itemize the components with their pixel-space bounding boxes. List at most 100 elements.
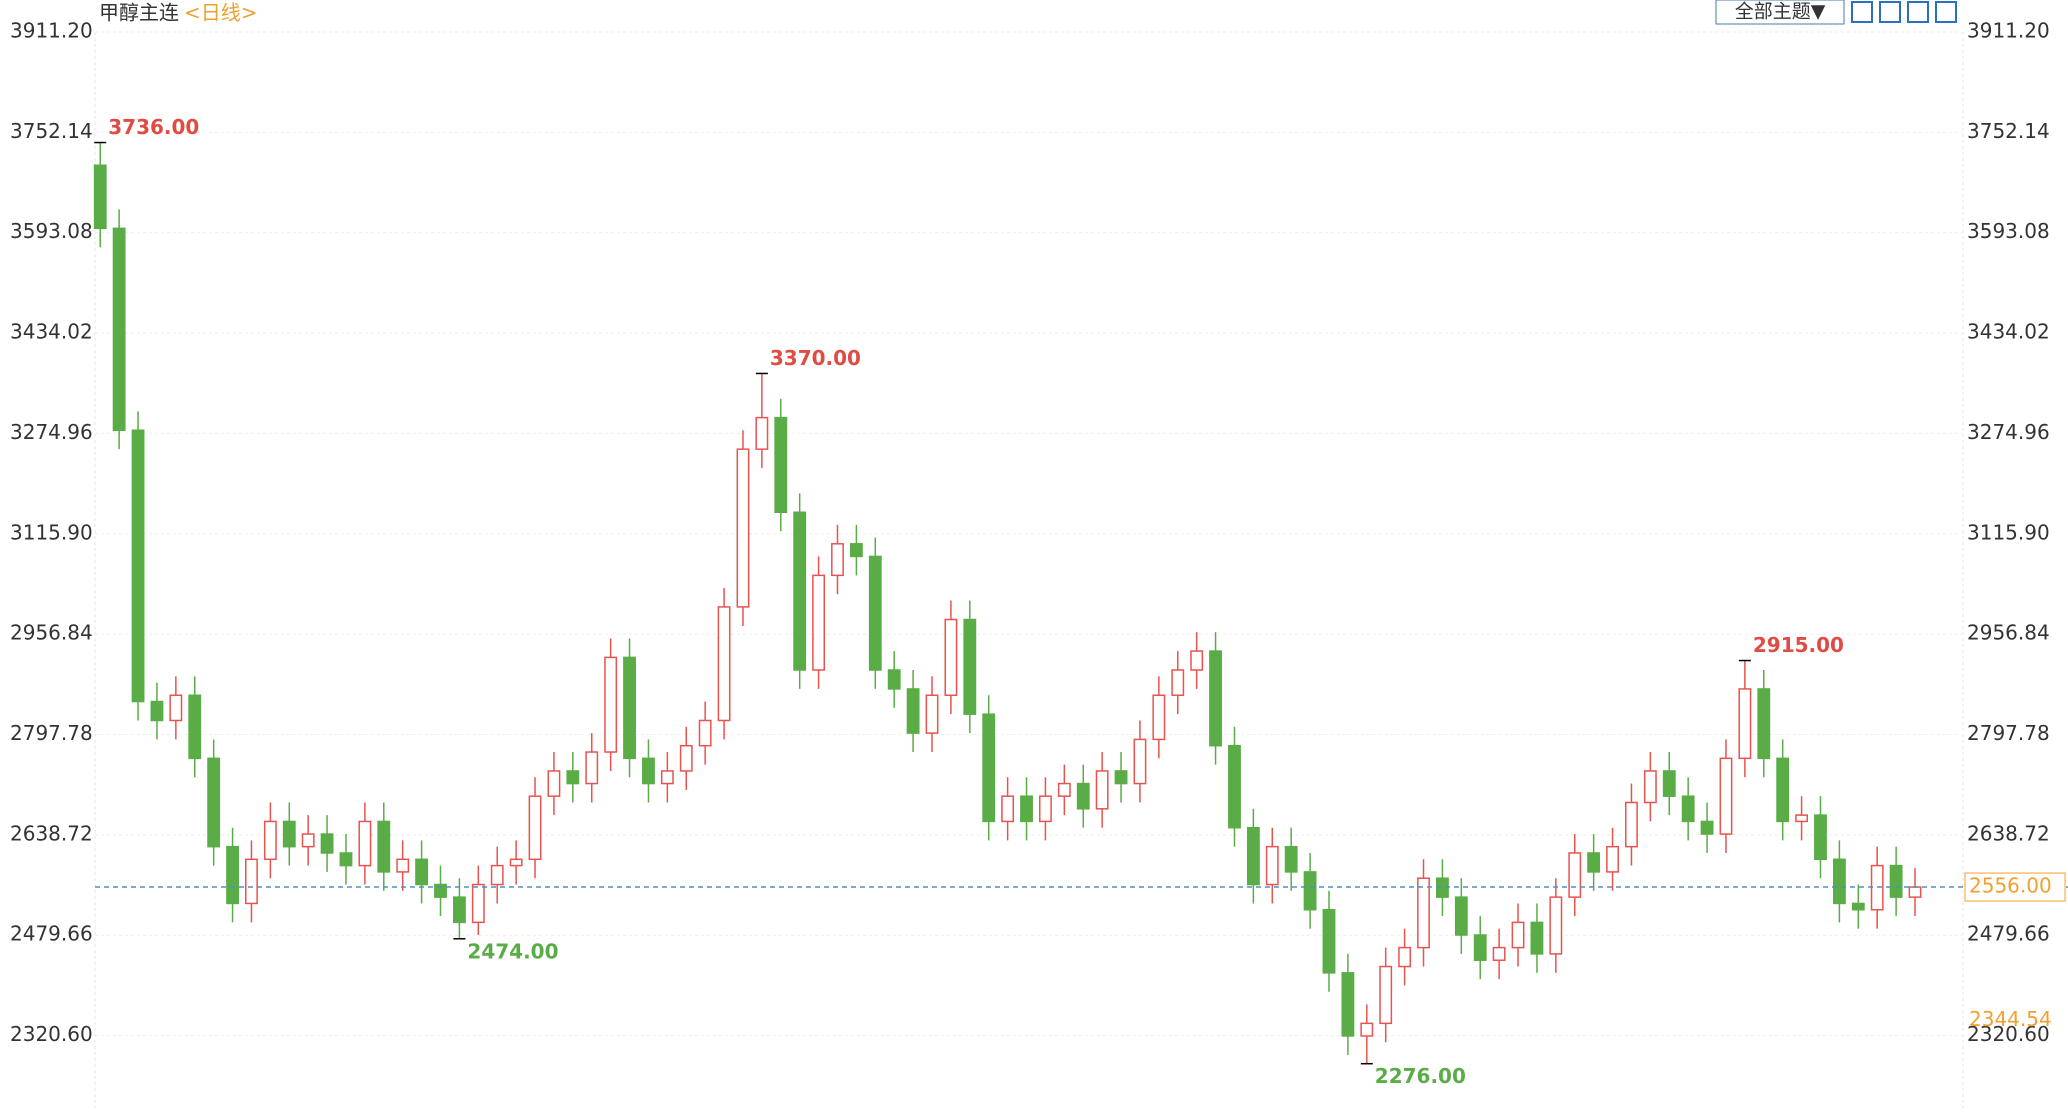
y-tick-label-right: 2797.78	[1967, 721, 2050, 745]
candle-body	[1795, 814, 1809, 823]
y-tick-label-right: 3434.02	[1967, 320, 2050, 344]
candle-body	[566, 770, 580, 785]
last-price-label: 2556.00	[1969, 874, 2052, 898]
y-tick-label-left: 2797.78	[10, 721, 93, 745]
period-label[interactable]: <日线>	[184, 1, 258, 25]
candle-body	[1814, 814, 1827, 861]
candle-body	[717, 606, 731, 722]
candle-body	[93, 164, 107, 230]
candle-body	[585, 751, 599, 785]
candle-body	[1076, 782, 1090, 810]
candle-body	[1228, 744, 1241, 829]
candle-body	[887, 669, 901, 690]
candle-body	[226, 845, 239, 905]
candle-body	[301, 833, 315, 848]
candle-body	[1095, 770, 1109, 810]
candle-body	[1246, 826, 1260, 886]
candle-body	[150, 700, 164, 722]
icon-move[interactable]	[1851, 1, 1873, 23]
candle-body	[1719, 757, 1733, 835]
candle-body	[1662, 770, 1676, 797]
candle-body	[1209, 650, 1222, 747]
candle-body	[1114, 770, 1128, 785]
candle-body	[963, 618, 977, 715]
candle-body	[1152, 694, 1166, 741]
extreme-label: 2915.00	[1753, 633, 1844, 657]
candle-body	[906, 688, 920, 734]
candle-body	[1832, 858, 1846, 905]
candle-body	[1322, 909, 1336, 974]
candle-body	[1171, 669, 1185, 696]
candle-body	[377, 820, 391, 873]
candle-body	[263, 820, 277, 861]
y-tick-label-left: 3115.90	[10, 520, 93, 544]
candle-body	[660, 770, 674, 785]
candle-body	[1851, 902, 1865, 911]
y-tick-label-left: 3274.96	[10, 420, 93, 444]
candle-body	[925, 694, 939, 734]
candle-body	[207, 757, 221, 848]
y-tick-label-right: 3115.90	[1967, 520, 2050, 544]
icon-play[interactable]	[1907, 1, 1929, 23]
y-tick-label-left: 2956.84	[10, 621, 93, 645]
right-axis-marker-label: 2344.54	[1969, 1007, 2052, 1031]
candle-body	[1454, 896, 1468, 936]
candle-body	[1492, 946, 1506, 961]
candle-body	[1625, 801, 1638, 848]
candle-body	[604, 656, 618, 753]
candle-body	[1303, 871, 1317, 911]
candle-body	[1643, 770, 1657, 804]
theme-button[interactable]: 全部主题▼	[1735, 1, 1826, 23]
extreme-label: 3736.00	[108, 115, 199, 139]
y-tick-label-right: 2320.60	[1967, 1022, 2050, 1046]
last-price-box	[1964, 872, 2066, 902]
candle-body	[1341, 972, 1355, 1037]
y-tick-label-right: 3593.08	[1967, 219, 2050, 243]
candle-body	[1473, 934, 1487, 961]
extreme-label: 2474.00	[467, 939, 558, 963]
candle-body	[1265, 845, 1279, 886]
candle-body	[868, 555, 882, 671]
candle-body	[471, 883, 485, 924]
candle-body	[358, 820, 372, 867]
icon-zoom[interactable]	[1879, 1, 1901, 23]
candle-body	[1530, 921, 1544, 955]
candle-body	[982, 713, 996, 823]
y-tick-label-left: 2320.60	[10, 1022, 93, 1046]
candle-body	[812, 574, 826, 671]
candle-body	[1190, 650, 1204, 671]
candle-body	[1379, 965, 1393, 1025]
candle-body	[112, 227, 126, 431]
candle-body	[547, 770, 561, 797]
candle-body	[1549, 896, 1563, 955]
candle-body	[452, 896, 466, 924]
candle-body	[320, 833, 334, 854]
candle-body	[1001, 795, 1015, 823]
candle-body	[944, 618, 958, 696]
candle-body	[1511, 921, 1525, 949]
y-tick-label-left: 3911.20	[10, 19, 93, 43]
y-tick-label-left: 3593.08	[10, 219, 93, 243]
candle-body	[1757, 688, 1771, 760]
candle-body	[774, 416, 788, 514]
candle-body	[169, 694, 183, 722]
candle-body	[1360, 1022, 1374, 1037]
y-tick-label-right: 3274.96	[1967, 420, 2050, 444]
candle-body	[736, 448, 750, 608]
icon-export[interactable]	[1935, 1, 1957, 23]
candle-body	[1606, 845, 1619, 873]
candle-body	[434, 883, 447, 898]
theme-button-box[interactable]	[1715, 0, 1845, 25]
candle-body	[188, 694, 202, 760]
y-tick-label-right: 2956.84	[1967, 621, 2050, 645]
y-tick-label-right: 3752.14	[1967, 119, 2050, 143]
y-tick-label-left: 2638.72	[10, 821, 93, 845]
candle-body	[1776, 757, 1790, 823]
candle-body	[849, 543, 863, 558]
candle-body	[1700, 820, 1714, 835]
candle-body	[1681, 795, 1695, 823]
toolbar-icons[interactable]	[1851, 1, 1957, 23]
candle-body	[131, 429, 145, 703]
extreme-label: 2276.00	[1375, 1064, 1466, 1088]
